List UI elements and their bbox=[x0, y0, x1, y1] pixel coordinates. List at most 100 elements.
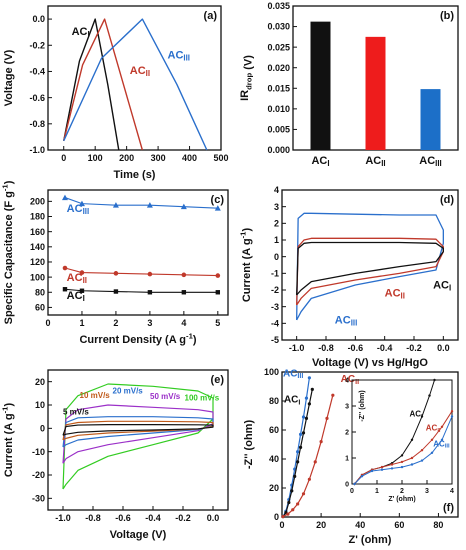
data-point bbox=[400, 460, 404, 464]
panel-c: 60 80 100 120 140 160 180 200 0 1 2 3 4 5 ACIII ACII ACI… bbox=[1, 180, 229, 346]
data-point bbox=[450, 415, 454, 418]
plot-frame bbox=[47, 369, 229, 511]
x-tick-label: ACIII bbox=[419, 155, 441, 168]
x-axis-title: Z' (ohm) bbox=[349, 534, 392, 546]
series-annotation: ACI bbox=[72, 26, 90, 39]
y-tick-label: -2 bbox=[271, 285, 279, 295]
x-tick-label: 1 bbox=[79, 318, 84, 328]
x-tick-label: -0.6 bbox=[115, 513, 131, 523]
data-point bbox=[290, 489, 294, 493]
data-point bbox=[181, 272, 187, 278]
x-tick-label: -0.8 bbox=[85, 513, 101, 523]
x-tick-label: 200 bbox=[119, 153, 134, 163]
data-point bbox=[61, 194, 68, 201]
y-tick-label: 4 bbox=[274, 185, 279, 195]
series-annotation: 20 mV/s bbox=[113, 386, 144, 395]
data-point bbox=[410, 438, 414, 441]
data-point bbox=[301, 431, 306, 435]
data-point bbox=[390, 467, 394, 470]
panel-label: (c) bbox=[211, 194, 225, 206]
series-annotation: ACI bbox=[67, 290, 85, 303]
x-tick-label: ACII bbox=[365, 155, 385, 168]
series-annotation: 50 mV/s bbox=[150, 392, 181, 401]
data-point bbox=[181, 290, 187, 295]
data-point bbox=[353, 482, 356, 486]
y-tick-label: 60 bbox=[35, 303, 45, 313]
inset-y-axis-title: -Z'' (ohm) bbox=[359, 390, 366, 421]
y-tick-label: -1 bbox=[271, 268, 279, 278]
data-point bbox=[400, 454, 404, 457]
series-annotation: ACII bbox=[130, 65, 150, 78]
data-point bbox=[293, 474, 297, 478]
x-tick-label: 4 bbox=[450, 488, 454, 495]
bar bbox=[310, 21, 331, 151]
data-point bbox=[370, 469, 374, 473]
series-line bbox=[296, 212, 444, 321]
y-tick-label: 3 bbox=[345, 403, 349, 410]
data-point bbox=[62, 265, 68, 271]
y-tick-label: 0.025 bbox=[267, 42, 290, 52]
x-tick-label: 1 bbox=[375, 488, 379, 495]
y-tick-label: -4 bbox=[271, 318, 279, 328]
y-tick-label: 20 bbox=[35, 377, 45, 387]
series-annotation: ACIII bbox=[168, 49, 190, 62]
panel-label: (e) bbox=[211, 374, 225, 386]
y-axis-title: Current (A g-1) bbox=[239, 228, 253, 303]
x-tick-label: 0.0 bbox=[207, 513, 220, 523]
data-point bbox=[147, 271, 153, 277]
y-tick-label: 40 bbox=[269, 454, 279, 464]
data-point bbox=[301, 415, 306, 419]
y-axis-title: -Z'' (ohm) bbox=[243, 420, 255, 470]
series-annotation: ACII bbox=[426, 424, 441, 434]
panel-d: -5 -4 -3 -2 -1 0 1 2 3 4 -1.0 -0.8 -0.6 -0.4 -0.2 0.0 AC… bbox=[239, 185, 459, 369]
x-tick-label: 60 bbox=[394, 520, 404, 530]
series-annotation: 100 mV/s bbox=[185, 393, 220, 402]
series-line bbox=[282, 395, 334, 518]
plot-frame bbox=[47, 189, 229, 316]
x-tick-label: 80 bbox=[433, 520, 443, 530]
panel-label: (a) bbox=[204, 10, 218, 22]
x-tick-label: 100 bbox=[88, 153, 103, 163]
y-tick-label: 1 bbox=[345, 455, 349, 462]
series-annotation: ACIII bbox=[67, 203, 89, 216]
x-tick-label: -0.4 bbox=[377, 343, 393, 353]
x-tick-label: 500 bbox=[213, 153, 228, 163]
series-line bbox=[64, 267, 218, 277]
data-point bbox=[430, 438, 434, 441]
y-tick-label: 140 bbox=[30, 242, 45, 252]
x-tick-label: 3 bbox=[147, 318, 152, 328]
data-point bbox=[307, 477, 311, 481]
y-tick-label: -0.2 bbox=[29, 40, 45, 50]
data-point bbox=[433, 378, 436, 382]
y-tick-label: 0.030 bbox=[267, 22, 290, 32]
series-annotation: ACIII bbox=[335, 314, 357, 327]
y-axis-title: IRdrop (V) bbox=[239, 55, 254, 101]
data-point bbox=[298, 445, 303, 449]
data-point bbox=[112, 202, 119, 208]
plot-frame bbox=[281, 371, 459, 518]
x-tick-label: 2 bbox=[400, 488, 404, 495]
x-tick-label: 3 bbox=[425, 488, 429, 495]
x-axis-title: Voltage (V) bbox=[110, 529, 167, 541]
data-point bbox=[296, 460, 300, 464]
y-axis-title: Specific Capacitance (F g-1) bbox=[1, 180, 15, 324]
y-tick-label: 10 bbox=[35, 400, 45, 410]
series-line bbox=[62, 404, 214, 464]
plot-frame bbox=[47, 5, 222, 151]
y-tick-label: -3 bbox=[271, 302, 279, 312]
y-tick-label: -5 bbox=[271, 335, 279, 345]
data-point bbox=[390, 463, 394, 466]
data-point bbox=[147, 290, 153, 295]
data-point bbox=[428, 394, 431, 397]
data-point bbox=[304, 396, 309, 400]
y-tick-label: 180 bbox=[30, 212, 45, 222]
data-point bbox=[380, 465, 384, 469]
series-annotation: ACII bbox=[341, 374, 359, 386]
data-point bbox=[331, 393, 335, 397]
panel-b: 0.000 0.005 0.010 0.015 0.020 0.025 0.030 0.035… bbox=[239, 1, 459, 168]
y-tick-label: 0 bbox=[274, 512, 279, 522]
data-point bbox=[286, 512, 290, 516]
y-tick-label: 0.015 bbox=[267, 83, 290, 93]
x-axis-title: Time (s) bbox=[114, 169, 156, 181]
